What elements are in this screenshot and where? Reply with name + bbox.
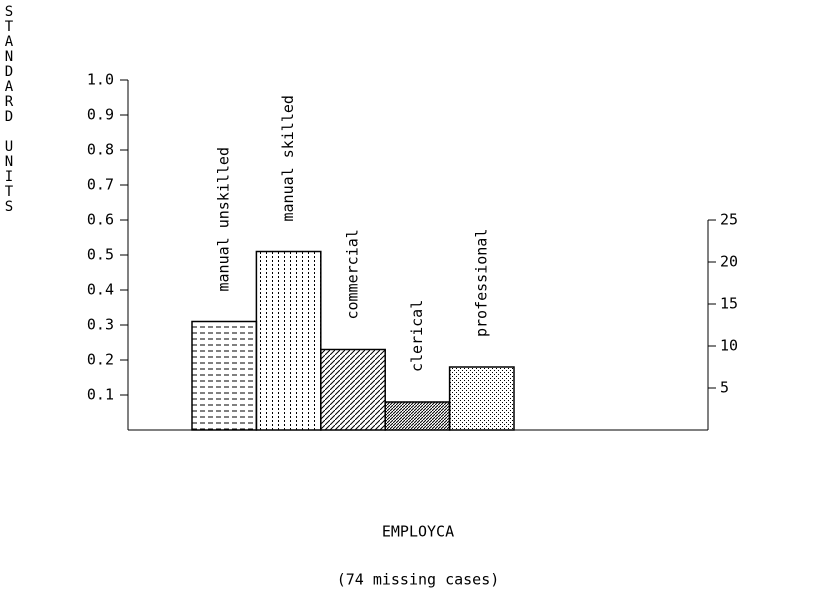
y-tick-label: 0.5 (87, 246, 114, 264)
category-label: manual skilled (279, 95, 297, 221)
y-tick-label: 0.2 (87, 351, 114, 369)
category-label: manual unskilled (215, 147, 233, 292)
category-label: clerical (408, 300, 426, 372)
y2-tick-label: 25 (720, 211, 738, 229)
y-tick-label: 0.4 (87, 281, 114, 299)
x-axis-title: EMPLOYCA (382, 523, 454, 541)
y-tick-label: 0.9 (87, 106, 114, 124)
bar (384, 401, 451, 431)
y2-tick-label: 15 (720, 295, 738, 313)
y2-tick-label: 10 (720, 337, 738, 355)
bar (320, 348, 386, 431)
category-label: commercial (344, 229, 362, 319)
bar (191, 320, 258, 431)
category-label: professional (472, 229, 490, 337)
y-tick-label: 0.6 (87, 211, 114, 229)
note: (74 missing cases) (337, 571, 500, 589)
y-tick-label: 0.8 (87, 141, 114, 159)
bar (255, 250, 322, 431)
y-tick-label: 0.7 (87, 176, 114, 194)
y2-tick-label: 20 (720, 253, 738, 271)
y-tick-label: 1.0 (87, 71, 114, 89)
y-axis-title: STANDARD UNITS (1, 4, 17, 214)
y-tick-label: 0.3 (87, 316, 114, 334)
y2-tick-label: 5 (720, 379, 729, 397)
bar (448, 366, 515, 431)
y-tick-label: 0.1 (87, 386, 114, 404)
